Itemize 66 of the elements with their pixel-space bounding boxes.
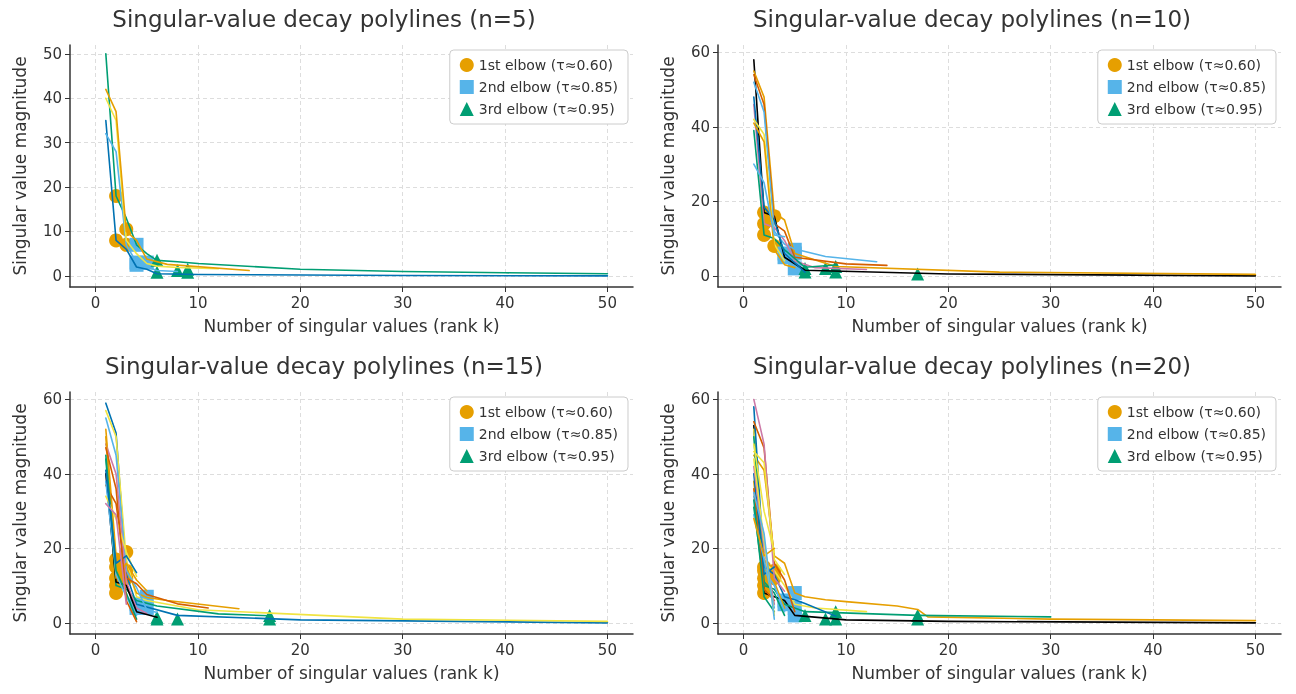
y-tick-label: 40	[42, 89, 62, 108]
x-tick-label: 0	[738, 640, 749, 659]
x-tick-label: 20	[290, 293, 310, 312]
x-tick-label: 10	[836, 640, 856, 659]
chart-title: Singular-value decay polylines (n=20)	[753, 352, 1191, 379]
x-axis-title: Number of singular values (rank k)	[851, 315, 1148, 336]
x-tick-label: 40	[495, 293, 515, 312]
y-tick-label: 40	[42, 464, 62, 483]
x-tick-label: 30	[1041, 293, 1061, 312]
y-axis-title: Singular value magnitude	[657, 403, 678, 623]
chart-title: Singular-value decay polylines (n=10)	[753, 5, 1191, 32]
legend-label: 2nd elbow (τ≈0.85)	[478, 426, 619, 442]
x-tick-label: 50	[1245, 293, 1265, 312]
x-tick-label: 20	[938, 293, 958, 312]
chart-title: Singular-value decay polylines (n=5)	[112, 5, 536, 32]
y-tick-label: 40	[690, 464, 710, 483]
y-tick-label: 0	[700, 266, 710, 285]
y-axis-title: Singular value magnitude	[9, 403, 30, 623]
x-tick-label: 30	[1041, 640, 1061, 659]
x-tick-label: 40	[1143, 293, 1163, 312]
x-tick-label: 20	[938, 640, 958, 659]
legend-label: 2nd elbow (τ≈0.85)	[1126, 79, 1267, 95]
y-tick-label: 60	[690, 43, 710, 62]
y-tick-label: 60	[690, 390, 710, 409]
legend-label: 1st elbow (τ≈0.60)	[1126, 57, 1262, 73]
chart-title: Singular-value decay polylines (n=15)	[105, 352, 543, 379]
y-tick-label: 60	[42, 390, 62, 409]
x-tick-label: 30	[393, 293, 413, 312]
y-tick-label: 50	[42, 44, 62, 63]
y-tick-label: 20	[690, 539, 710, 558]
x-tick-label: 20	[290, 640, 310, 659]
legend-label: 1st elbow (τ≈0.60)	[478, 404, 614, 420]
y-tick-label: 20	[690, 192, 710, 211]
x-tick-label: 10	[188, 293, 208, 312]
x-tick-label: 0	[738, 293, 749, 312]
x-tick-label: 50	[597, 293, 617, 312]
x-tick-label: 40	[495, 640, 515, 659]
x-tick-label: 0	[90, 640, 101, 659]
y-tick-label: 20	[42, 178, 62, 197]
legend-label: 1st elbow (τ≈0.60)	[1126, 404, 1262, 420]
x-tick-label: 10	[836, 293, 856, 312]
legend-label: 3rd elbow (τ≈0.95)	[478, 448, 615, 464]
y-tick-label: 40	[690, 117, 710, 136]
x-axis-title: Number of singular values (rank k)	[851, 662, 1148, 683]
legend-label: 2nd elbow (τ≈0.85)	[478, 79, 619, 95]
legend-label: 1st elbow (τ≈0.60)	[478, 57, 614, 73]
y-tick-label: 0	[52, 613, 62, 632]
x-tick-label: 10	[188, 640, 208, 659]
y-tick-label: 10	[42, 222, 62, 241]
legend-label: 3rd elbow (τ≈0.95)	[478, 101, 615, 117]
x-axis-title: Number of singular values (rank k)	[203, 662, 500, 683]
x-tick-label: 0	[90, 293, 101, 312]
legend-label: 2nd elbow (τ≈0.85)	[1126, 426, 1267, 442]
x-tick-label: 50	[597, 640, 617, 659]
y-tick-label: 30	[42, 133, 62, 152]
legend-label: 3rd elbow (τ≈0.95)	[1126, 101, 1263, 117]
x-tick-label: 50	[1245, 640, 1265, 659]
y-axis-title: Singular value magnitude	[657, 56, 678, 276]
y-tick-label: 0	[700, 613, 710, 632]
y-axis-title: Singular value magnitude	[9, 56, 30, 276]
legend-label: 3rd elbow (τ≈0.95)	[1126, 448, 1263, 464]
x-tick-label: 40	[1143, 640, 1163, 659]
y-tick-label: 0	[52, 266, 62, 285]
x-tick-label: 30	[393, 640, 413, 659]
y-tick-label: 20	[42, 539, 62, 558]
x-axis-title: Number of singular values (rank k)	[203, 315, 500, 336]
